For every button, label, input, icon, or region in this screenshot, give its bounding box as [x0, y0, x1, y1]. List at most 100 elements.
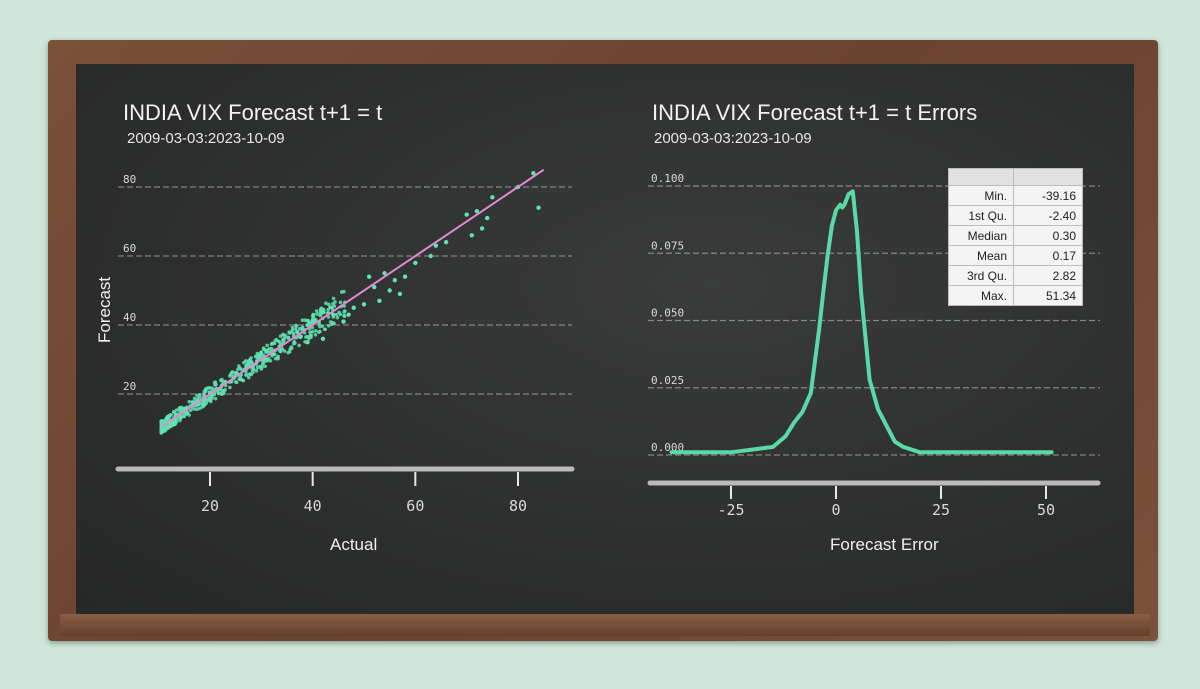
summary-value: -39.16	[1013, 185, 1083, 206]
scatter-point	[351, 305, 356, 310]
right-chart-title: INDIA VIX Forecast t+1 = t Errors	[652, 100, 978, 125]
scatter-point	[286, 336, 291, 340]
scatter-point	[313, 332, 318, 337]
x-tick-label: -25	[717, 501, 744, 519]
scatter-point	[266, 356, 271, 361]
summary-value: 0.30	[1013, 225, 1083, 246]
scatter-point	[286, 350, 290, 355]
scatter-point	[308, 333, 313, 338]
y-tick-label: 0.025	[651, 374, 684, 387]
scatter-point	[249, 372, 254, 377]
scatter-point	[167, 414, 172, 419]
scatter-point	[469, 233, 474, 238]
scatter-point	[342, 310, 346, 314]
scatter-point	[233, 380, 238, 384]
scatter-point	[464, 212, 469, 217]
summary-label: 3rd Qu.	[948, 265, 1014, 286]
summary-header-cell	[1013, 168, 1083, 186]
scatter-point	[178, 418, 182, 423]
x-tick-label: 80	[509, 497, 527, 515]
summary-header-cell	[948, 168, 1014, 186]
left-chart-title: INDIA VIX Forecast t+1 = t	[123, 100, 383, 125]
scatter-point	[335, 315, 340, 320]
scatter-point	[299, 334, 303, 339]
scatter-point	[310, 319, 315, 324]
scatter-point	[289, 345, 294, 349]
scatter-plot: 20 40 60 80 20 40 60 80	[115, 168, 575, 515]
scatter-point	[228, 385, 232, 390]
scatter-point	[331, 312, 336, 317]
scatter-point	[433, 243, 439, 248]
scatter-point	[264, 359, 268, 363]
scatter-point	[192, 396, 197, 401]
scatter-point	[188, 408, 193, 412]
scatter-point	[531, 171, 536, 176]
summary-label: 1st Qu.	[948, 205, 1014, 226]
scatter-point	[305, 334, 310, 339]
scatter-point	[192, 407, 197, 411]
scatter-point	[326, 323, 331, 328]
scatter-point	[246, 375, 251, 380]
scatter-point	[229, 370, 234, 375]
scatter-point	[318, 308, 323, 313]
scatter-point	[213, 396, 218, 401]
x-tick-label: 25	[932, 501, 950, 519]
density-curve	[669, 189, 1054, 455]
scatter-point	[300, 318, 305, 322]
scatter-point	[261, 346, 266, 350]
scatter-point	[324, 301, 328, 306]
scatter-point	[254, 369, 259, 373]
chalk-tray	[60, 614, 1150, 636]
scatter-point	[397, 291, 403, 297]
scatter-point	[308, 330, 312, 335]
left-x-axis-title: Actual	[330, 535, 378, 554]
y-tick-label: 0.050	[651, 307, 684, 320]
scatter-point	[305, 323, 309, 327]
summary-row: Median 0.30	[948, 225, 1083, 246]
scatter-point	[264, 348, 269, 353]
scatter-point	[212, 380, 217, 385]
summary-label: Mean	[948, 245, 1014, 266]
scatter-point	[187, 413, 191, 417]
scatter-point	[246, 363, 250, 368]
summary-row: 3rd Qu. 2.82	[948, 265, 1083, 286]
scatter-point	[342, 314, 347, 319]
scatter-point	[270, 353, 274, 358]
scatter-point	[203, 387, 208, 391]
summary-value: 2.82	[1013, 265, 1083, 286]
y-tick-label: 40	[123, 311, 136, 324]
x-tick-label: 0	[831, 501, 840, 519]
left-chart-subtitle: 2009-03-03:2023-10-09	[127, 130, 285, 147]
scatter-point	[278, 349, 283, 353]
y-tick-label: 0.100	[651, 172, 684, 185]
scatter-point	[208, 398, 212, 402]
scatter-point	[249, 360, 254, 364]
scatter-point	[474, 208, 480, 214]
x-tick-label: 20	[201, 497, 219, 515]
y-tick-label: 0.075	[651, 239, 684, 252]
scatter-point	[291, 331, 296, 336]
scatter-point	[413, 260, 418, 266]
scatter-point	[210, 386, 214, 391]
scatter-point	[366, 274, 372, 279]
scatter-point	[318, 324, 322, 329]
summary-row: Min. -39.16	[948, 185, 1083, 206]
scatter-point	[320, 336, 326, 341]
scatter-point	[187, 399, 192, 404]
scatter-point	[305, 340, 310, 345]
scatter-point	[273, 352, 277, 356]
scatter-point	[382, 271, 387, 276]
summary-value: 0.17	[1013, 245, 1083, 266]
scatter-point	[311, 314, 316, 319]
summary-label: Max.	[948, 285, 1014, 306]
scatter-point	[485, 215, 490, 221]
scatter-point	[218, 378, 223, 383]
scatter-point	[273, 338, 278, 343]
x-tick-label: 50	[1037, 501, 1055, 519]
summary-label: Median	[948, 225, 1014, 246]
scatter-point	[282, 338, 286, 343]
summary-value: 51.34	[1013, 285, 1083, 306]
scatter-point	[536, 205, 541, 210]
scatter-point	[290, 325, 295, 330]
